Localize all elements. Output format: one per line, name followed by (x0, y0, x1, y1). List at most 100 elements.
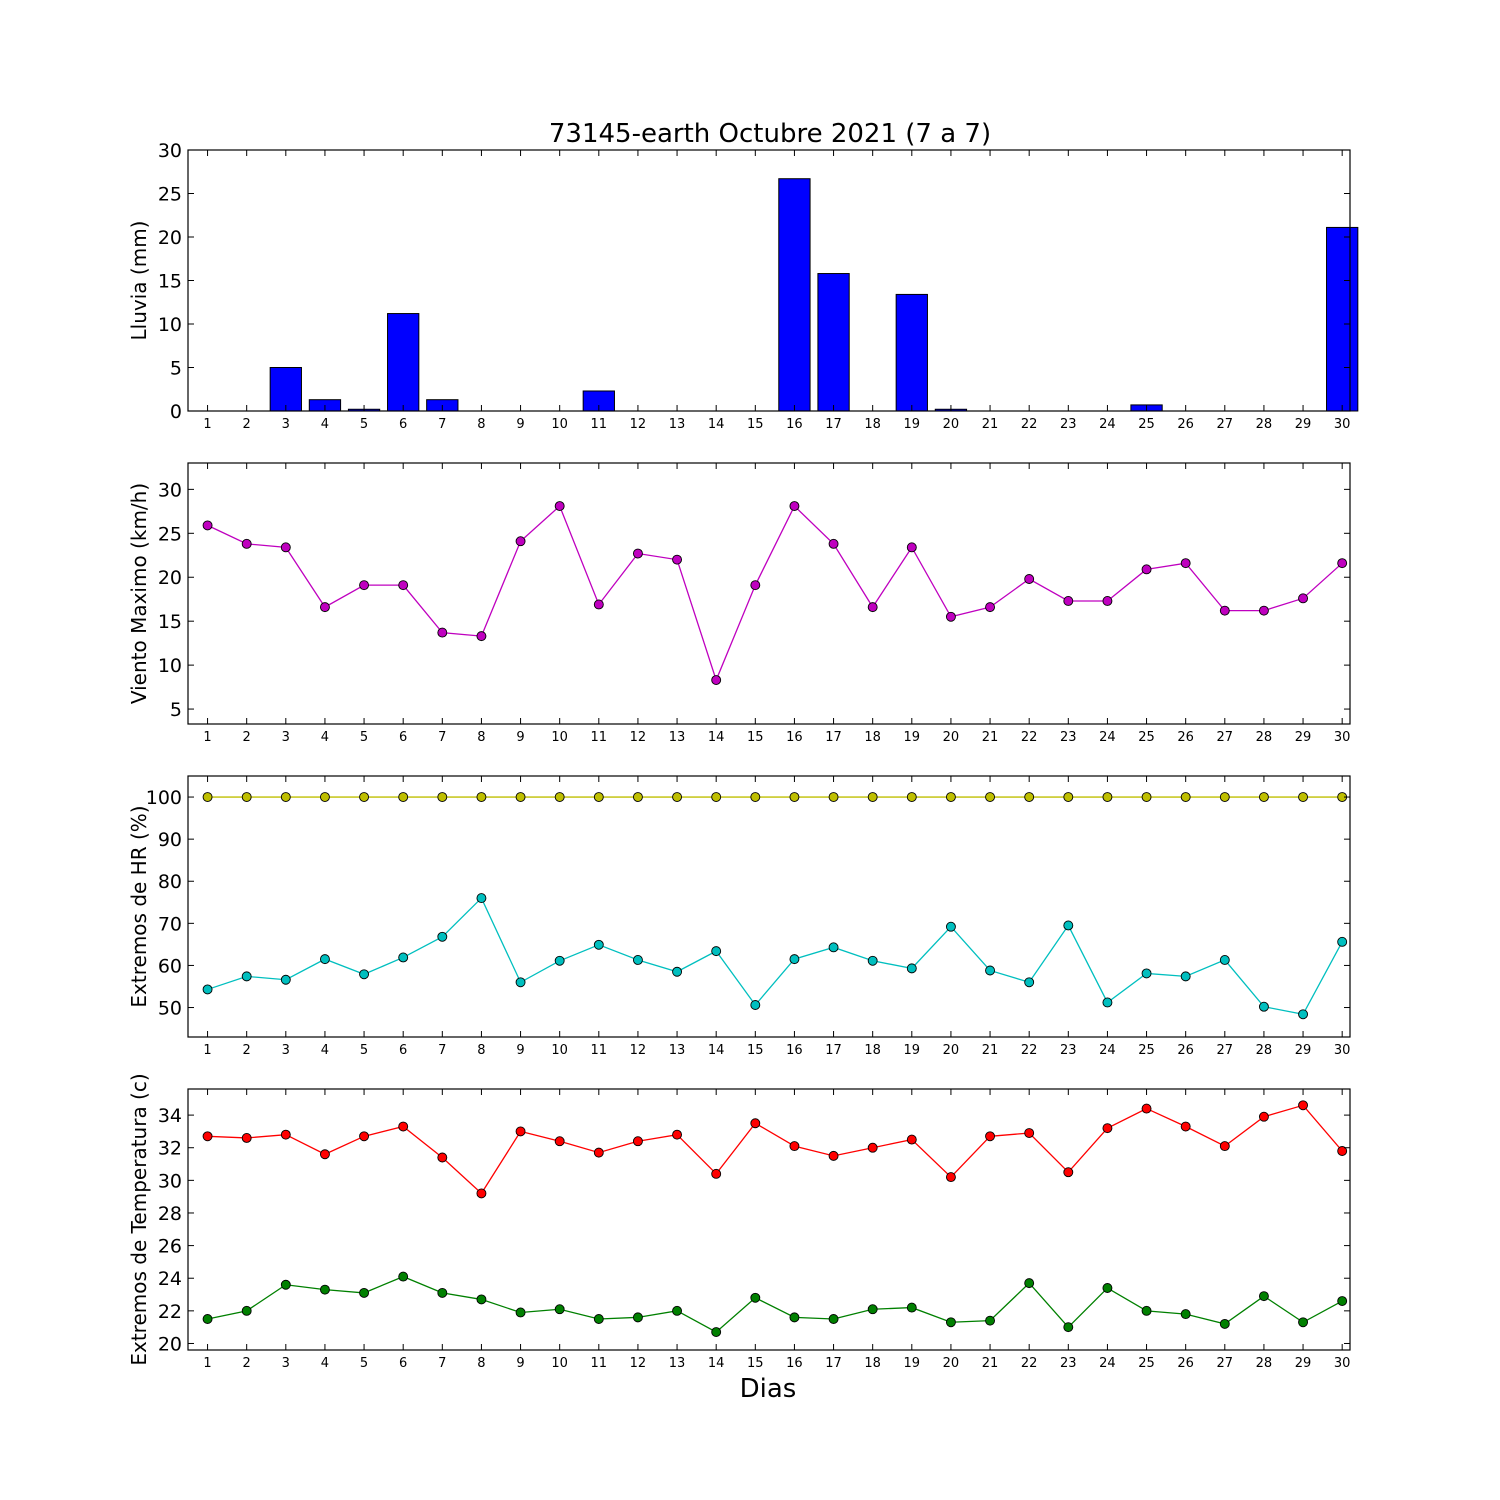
wind-series-1-point-day-11 (593, 599, 604, 610)
humidity-series-2-point-day-4 (319, 954, 330, 965)
temperature-series-2-point-day-2 (241, 1305, 252, 1316)
humidity-series-2-point-day-7 (437, 931, 448, 942)
temperature-series-2-point-day-3 (280, 1279, 291, 1290)
wind-x-tick-label: 18 (864, 730, 881, 745)
rain-x-tick-label: 2 (243, 417, 251, 432)
wind-series-1-point-day-8 (476, 631, 487, 642)
humidity-series-1-point-day-23 (1063, 792, 1074, 802)
rain-x-tick-label: 12 (630, 417, 647, 432)
humidity-series-2-point-day-9 (515, 977, 526, 988)
wind-series-1-point-day-20 (945, 611, 956, 622)
humidity-plot-frame (187, 775, 1351, 1038)
temperature-series-2-point-day-15 (750, 1292, 761, 1303)
temperature-series-2-line (207, 1275, 1343, 1333)
wind-y-axis-label: Viento Maximo (km/h) (127, 483, 151, 704)
humidity-x-tick-label: 5 (360, 1043, 368, 1058)
temperature-x-tick-label: 13 (669, 1356, 686, 1371)
humidity-x-tick-label: 13 (669, 1043, 686, 1058)
temperature-x-tick-label: 24 (1099, 1356, 1116, 1371)
humidity-x-tick-label: 8 (477, 1043, 485, 1058)
humidity-x-tick-label: 18 (864, 1043, 881, 1058)
temperature-series-2-point-day-26 (1180, 1309, 1191, 1320)
wind-series-1-point-day-22 (1024, 574, 1035, 584)
wind-x-tick-label: 23 (1060, 730, 1077, 745)
rain-y-tick-label: 30 (158, 140, 182, 162)
temperature-series-2-point-day-4 (319, 1284, 330, 1295)
temperature-x-tick-label: 15 (747, 1356, 764, 1371)
humidity-series-2-point-day-20 (945, 921, 956, 932)
temperature-series-2-point-day-11 (593, 1314, 604, 1324)
wind-series-1-point-day-3 (280, 542, 291, 553)
humidity-series-1-point-day-26 (1180, 792, 1191, 802)
rain-x-tick-label: 6 (399, 417, 407, 432)
humidity-series-2-point-day-3 (280, 974, 291, 985)
temperature-series-1-point-day-21 (985, 1131, 995, 1142)
rain-x-tick-label: 20 (943, 417, 960, 432)
humidity-x-tick-label: 11 (591, 1043, 608, 1058)
wind-series-1-point-day-1 (202, 520, 213, 531)
humidity-series-2-point-day-8 (476, 893, 487, 904)
rain-y-tick-label: 10 (158, 314, 182, 336)
humidity-series-1-point-day-1 (202, 792, 213, 802)
temperature-series-1-point-day-20 (945, 1172, 956, 1183)
temperature-x-tick-label: 11 (591, 1356, 608, 1371)
temperature-series-1-point-day-25 (1141, 1103, 1152, 1114)
humidity-series-1-point-day-5 (359, 792, 370, 802)
temperature-x-tick-label: 1 (203, 1356, 211, 1371)
temperature-series-2-point-day-17 (828, 1314, 839, 1324)
humidity-x-tick-label: 24 (1099, 1043, 1116, 1058)
temperature-series-1-point-day-22 (1024, 1128, 1035, 1138)
temperature-series-1-point-day-16 (789, 1141, 800, 1152)
wind-series-1-point-day-19 (906, 542, 917, 553)
temperature-series-1-point-day-28 (1258, 1111, 1269, 1122)
humidity-y-tick-label: 70 (158, 913, 182, 935)
temperature-y-tick-label: 30 (158, 1170, 182, 1192)
humidity-series-2-point-day-5 (359, 969, 370, 980)
wind-x-tick-label: 11 (591, 730, 608, 745)
rain-x-tick-label: 13 (669, 417, 686, 432)
temperature-series-1-point-day-1 (202, 1131, 213, 1142)
wind-x-tick-label: 20 (943, 730, 960, 745)
wind-series-1-point-day-10 (554, 501, 565, 512)
humidity-series-2-point-day-12 (632, 955, 643, 965)
temperature-y-tick-label: 26 (158, 1236, 182, 1258)
temperature-x-tick-label: 30 (1334, 1356, 1351, 1371)
temperature-series-2-point-day-27 (1219, 1318, 1230, 1329)
humidity-x-tick-label: 14 (708, 1043, 725, 1058)
temperature-y-tick-label: 28 (158, 1203, 182, 1225)
humidity-x-tick-label: 3 (282, 1043, 290, 1058)
humidity-series-1-point-day-18 (867, 792, 878, 802)
humidity-series-1-point-day-14 (711, 792, 722, 802)
wind-y-tick-label: 5 (170, 699, 182, 721)
wind-x-tick-label: 29 (1295, 730, 1312, 745)
rain-x-tick-label: 8 (477, 417, 485, 432)
rain-x-tick-label: 18 (864, 417, 881, 432)
rain-bar-day-30 (1326, 226, 1359, 412)
humidity-series-1-point-day-4 (319, 792, 330, 802)
temperature-series-1-point-day-12 (632, 1136, 643, 1147)
humidity-series-2-point-day-22 (1024, 977, 1035, 988)
humidity-x-tick-label: 7 (438, 1043, 446, 1058)
humidity-series-1-point-day-27 (1219, 792, 1230, 802)
humidity-series-2-point-day-18 (867, 955, 878, 966)
temperature-series-1-point-day-26 (1180, 1121, 1191, 1132)
temperature-series-2-point-day-6 (398, 1271, 409, 1282)
wind-y-tick-label: 20 (158, 567, 182, 589)
humidity-series-2-point-day-25 (1141, 968, 1152, 979)
wind-x-tick-label: 17 (825, 730, 842, 745)
humidity-series-1-point-day-29 (1298, 792, 1309, 802)
humidity-y-tick-label: 50 (158, 998, 182, 1020)
humidity-series-1-point-day-17 (828, 792, 839, 802)
temperature-series-1-point-day-9 (515, 1126, 526, 1137)
humidity-x-tick-label: 26 (1177, 1043, 1194, 1058)
humidity-series-1-point-day-8 (476, 792, 487, 802)
rain-x-tick-label: 14 (708, 417, 725, 432)
humidity-x-tick-label: 6 (399, 1043, 407, 1058)
humidity-series-2-point-day-16 (789, 954, 800, 965)
wind-series-1-point-day-24 (1102, 596, 1113, 606)
temperature-series-2-point-day-28 (1258, 1291, 1269, 1302)
chart-title: 73145-earth Octubre 2021 (7 a 7) (549, 119, 991, 149)
temperature-x-tick-label: 28 (1256, 1356, 1273, 1371)
wind-series-1-point-day-27 (1219, 605, 1230, 616)
